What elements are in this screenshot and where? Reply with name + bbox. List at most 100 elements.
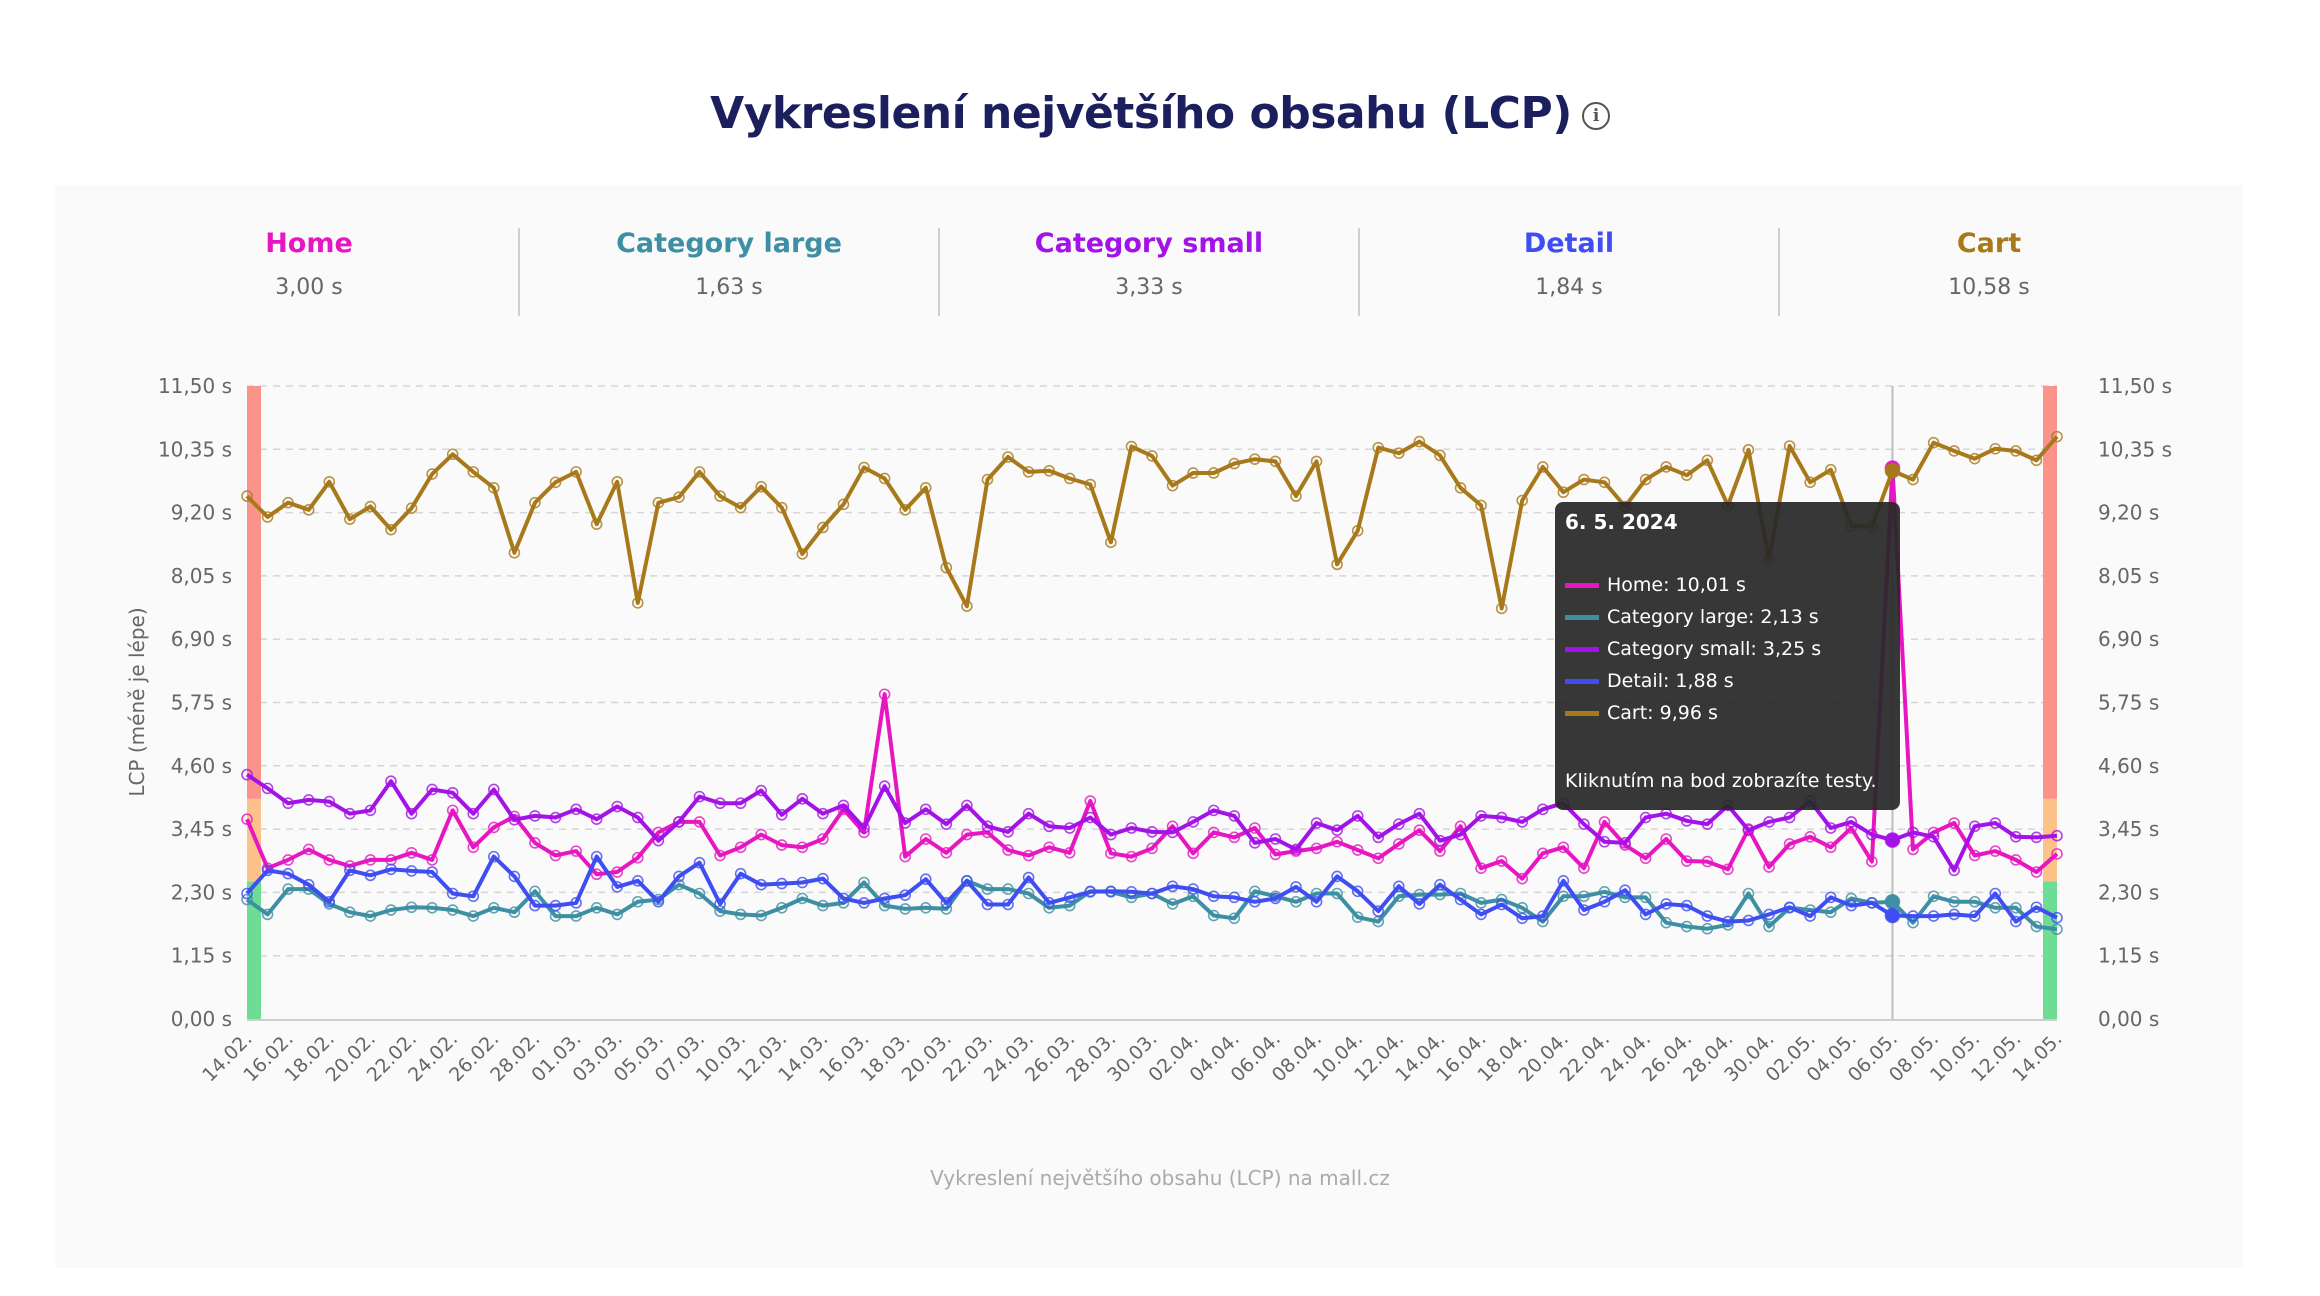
data-point-category-small [1989,817,2002,829]
data-point-category-large [631,895,644,908]
y-tick-label-left: 8,05 s [171,564,232,588]
swatch-icon [1565,646,1599,652]
tooltip-text: Detail: 1,88 s [1607,670,1734,692]
data-point-home [1783,838,1796,850]
data-point-category-small [2051,829,2063,842]
data-point-home [1084,795,1097,807]
data-point-cart [1968,452,1981,465]
data-point-home [714,849,726,862]
data-point-detail [1968,910,1981,922]
tooltip-text: Home: 10,01 s [1607,574,1746,596]
data-point-home [1043,841,1055,854]
data-point-detail [1043,897,1055,909]
data-point-home [1475,862,1487,874]
tooltip-row-category-large: Category large: 2,13 s [1565,606,1819,628]
data-point-detail [817,872,829,885]
info-circle-icon[interactable]: i [1581,102,1610,130]
data-point-home [1105,847,1117,860]
summary-name: Detail [1523,228,1615,259]
data-point-category-small [1331,824,1343,837]
data-point-home [817,833,829,845]
summary-category-small[interactable]: Category small 3,33 s [939,228,1359,300]
data-point-category-small [1742,824,1755,837]
data-point-detail [858,897,870,909]
data-point-home [611,866,624,878]
data-point-cart [364,500,377,513]
data-point-home [796,841,809,854]
data-point-detail [1989,887,2002,900]
data-point-category-large [755,909,768,922]
data-point-cart [344,513,356,526]
data-point-detail [1475,908,1487,921]
data-point-detail [302,878,315,891]
data-point-home [1125,850,1138,863]
data-point-cart [755,480,768,493]
data-point-detail [878,892,891,905]
y-tick-label-right: 4,60 s [2098,754,2159,778]
data-point-home [734,841,747,854]
data-point-category-large [488,902,500,914]
data-point-category-large [919,902,932,914]
data-point-cart [1413,435,1426,448]
data-point-cart [1393,447,1405,459]
data-point-home [1495,855,1508,867]
data-point-home [323,854,336,866]
y-tick-label-left: 2,30 s [171,880,232,904]
threshold-band-left [247,386,261,799]
data-point-detail [714,898,726,910]
y-tick-label-right: 6,90 s [2098,627,2159,651]
data-point-category-small [755,784,768,797]
data-point-detail [631,875,644,887]
data-point-home [1578,862,1590,874]
data-point-cart [1495,602,1508,615]
data-point-category-small [1310,817,1323,829]
data-point-cart [1948,445,1960,457]
data-point-category-small [405,807,418,820]
swatch-icon [1565,582,1599,588]
data-point-detail [1578,904,1590,916]
data-point-category-small [549,811,562,824]
data-point-category-small [302,794,315,806]
data-point-detail [1824,891,1837,904]
data-point-home [282,854,294,866]
summary-value: 3,33 s [1115,275,1183,300]
data-point-home [1722,863,1734,876]
data-point-detail [529,899,541,912]
tooltip-text: Category large: 2,13 s [1607,606,1819,628]
data-point-home [1269,848,1282,861]
summary-cart[interactable]: Cart 10,58 s [1779,228,2199,300]
data-point-home [899,850,911,863]
data-point-category-small [282,797,294,810]
data-point-cart [714,490,726,502]
data-point-category-small [1084,811,1097,824]
data-point-cart [1680,469,1693,481]
data-point-category-large [529,885,541,898]
data-point-home [1454,820,1467,833]
data-point-category-large [2051,923,2063,936]
data-point-category-large [693,887,706,900]
data-point-category-large [1968,895,1981,908]
data-point-category-small [1495,811,1508,824]
data-point-cart [796,548,809,560]
data-point-home [1968,849,1981,862]
data-point-detail [1125,886,1138,898]
data-point-category-large [241,893,253,906]
data-point-cart [734,501,747,514]
data-point-home [961,828,973,841]
data-point-home [878,688,891,701]
summary-category-large[interactable]: Category large 1,63 s [519,228,939,300]
data-point-category-small [1639,811,1652,824]
data-point-home [405,846,418,859]
data-point-cart [1166,479,1179,492]
series-category-large [241,875,2063,936]
summary-home[interactable]: Home 3,00 s [99,228,519,300]
data-point-category-small [734,797,747,810]
summary-detail[interactable]: Detail 1,84 s [1359,228,1779,300]
data-point-home [364,854,377,866]
data-point-category-large [817,899,829,912]
threshold-band-right [2043,881,2057,1019]
data-point-cart [1228,457,1241,470]
series-line-home [245,466,2059,881]
data-point-home [1022,849,1035,862]
